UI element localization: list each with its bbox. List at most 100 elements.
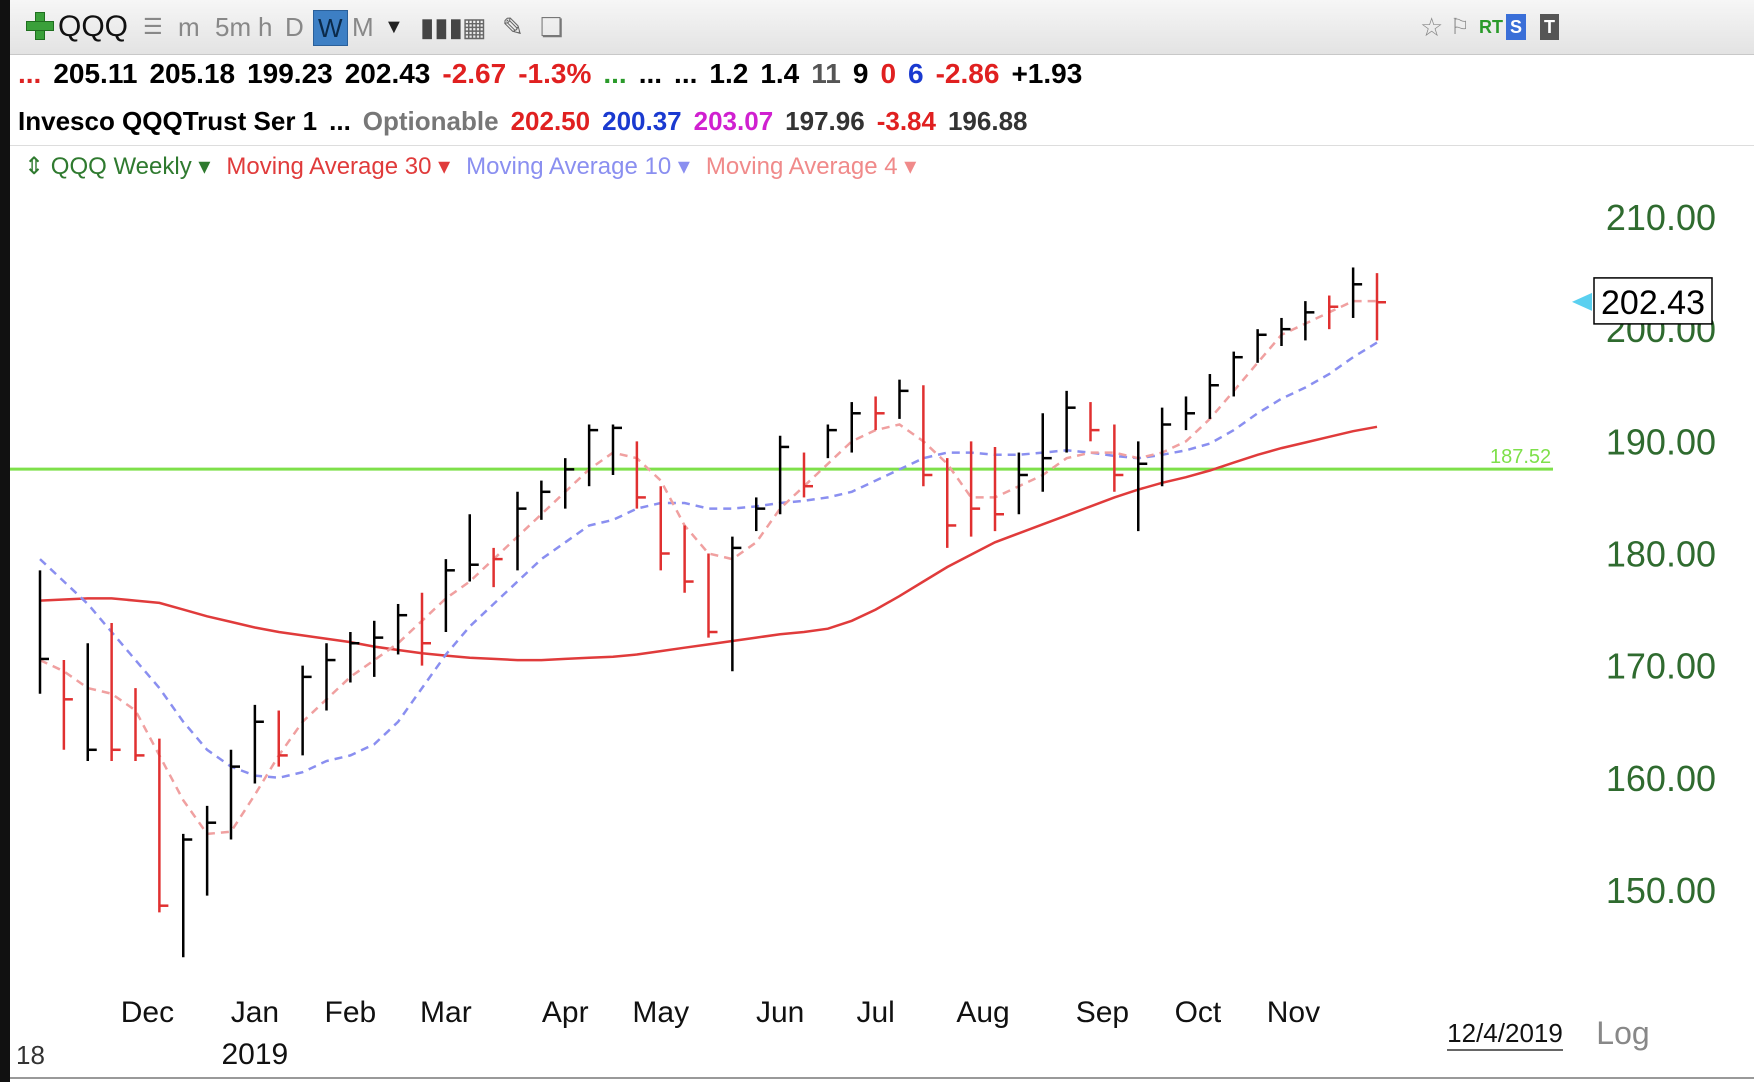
- y-tick-label: 210.00: [1606, 197, 1716, 238]
- ohlc-bar: [420, 592, 431, 666]
- x-tick-label: Nov: [1267, 996, 1320, 1029]
- horizontal-level-label: 187.52: [1490, 446, 1551, 468]
- timeframe-m[interactable]: m: [178, 12, 200, 42]
- grid-icon[interactable]: ▦: [462, 12, 487, 42]
- s-badge[interactable]: S: [1506, 14, 1527, 40]
- ohlc-bar: [158, 738, 169, 913]
- legend-item-3[interactable]: Moving Average 4 ▾: [705, 153, 917, 180]
- quote-value-16: -2.86: [935, 58, 1000, 89]
- quote-value-7: ...: [603, 58, 627, 89]
- x-tick-label: Apr: [542, 996, 589, 1029]
- ohlc-bar: [1375, 273, 1386, 341]
- quote-detail-0: Invesco QQQTrust Ser 1: [18, 106, 318, 136]
- ohlc-bar: [1280, 317, 1291, 346]
- y-tick-label: 160.00: [1606, 758, 1716, 799]
- flag-icon[interactable]: ⚐: [1450, 14, 1470, 39]
- last-price-marker: [1572, 292, 1592, 311]
- bar-style-icon[interactable]: ▮▮▮: [420, 12, 463, 42]
- ohlc-bar: [898, 379, 909, 419]
- ohlc-bar: [62, 660, 73, 750]
- ohlc-bar: [1232, 351, 1243, 397]
- ohlc-bar: [1065, 390, 1076, 453]
- pencil-icon[interactable]: ✎: [502, 12, 524, 42]
- add-symbol-icon[interactable]: [26, 12, 54, 40]
- ohlc-bar: [182, 833, 193, 958]
- ohlc-bar: [540, 480, 551, 520]
- y-tick-label: 190.00: [1606, 421, 1716, 462]
- window-left-edge: [0, 0, 10, 1082]
- ohlc-bar: [993, 446, 1004, 532]
- ohlc-bar: [826, 424, 837, 459]
- ohlc-bar: [205, 805, 217, 896]
- ohlc-bar: [349, 632, 360, 683]
- rt-badge[interactable]: RT: [1479, 17, 1503, 37]
- quote-value-9: ...: [674, 58, 698, 89]
- quote-row-details: Invesco QQQTrust Ser 1... Optionable 202.5…: [18, 106, 1040, 137]
- list-icon[interactable]: ☰: [143, 14, 163, 39]
- ohlc-bar: [802, 452, 813, 498]
- quote-detail-7: -3.84: [876, 106, 936, 136]
- ohlc-bar: [1089, 402, 1100, 442]
- quote-value-15: 6: [908, 58, 924, 89]
- ohlc-bar: [277, 710, 288, 767]
- ohlc-bar: [468, 514, 479, 582]
- ohlc-bar: [922, 385, 933, 487]
- ohlc-bar: [707, 553, 718, 638]
- timeframe-m-monthly[interactable]: M: [352, 12, 374, 42]
- legend-item-0[interactable]: ⇕ QQQ Weekly ▾: [24, 153, 211, 180]
- ma30-line: [39, 425, 1378, 662]
- ohlc-bar: [373, 620, 384, 677]
- x-tick-label: Dec: [121, 996, 174, 1029]
- x-tick-label: May: [632, 996, 689, 1029]
- quote-value-0: ...: [18, 58, 42, 89]
- symbol-label[interactable]: QQQ: [58, 10, 129, 43]
- quote-value-11: 1.4: [760, 58, 800, 89]
- x-tick-label: Sep: [1076, 996, 1129, 1029]
- star-icon[interactable]: ☆: [1420, 12, 1444, 42]
- x-tick-label: Jan: [231, 996, 279, 1029]
- timeframe-w[interactable]: W: [313, 10, 348, 46]
- quote-detail-4: 200.37: [602, 106, 682, 136]
- quote-row-prices: ... 205.11 205.18 199.23 202.43 -2.67 -1.3%...…: [18, 58, 1094, 90]
- quote-value-14: 0: [880, 58, 897, 89]
- quote-value-5: -2.67: [442, 58, 507, 89]
- timeframe-h[interactable]: h: [258, 12, 273, 42]
- quote-value-4: 202.43: [344, 58, 431, 89]
- last-price-box: [1593, 277, 1713, 325]
- chart-toolbar: QQQ ☰ m 5m h D W M ▼ ▮▮▮ ▦ ✎ ❏ ☆ ⚐ RT S …: [10, 0, 1754, 55]
- quote-value-17: +1.93: [1011, 58, 1083, 89]
- ohlc-bar: [1304, 301, 1315, 341]
- timeframe-d[interactable]: D: [285, 12, 304, 42]
- quote-detail-3: 202.50: [510, 106, 591, 136]
- cursor-date-label: 12/4/2019: [1447, 1018, 1563, 1048]
- quote-value-12: 11: [811, 58, 841, 89]
- ohlc-bar: [1041, 413, 1052, 492]
- timeframe-5m[interactable]: 5m: [215, 12, 252, 42]
- quote-detail-1: ...: [329, 106, 351, 136]
- quote-detail-2: Optionable: [362, 106, 499, 136]
- legend-item-2[interactable]: Moving Average 10 ▾: [466, 153, 690, 180]
- note-icon[interactable]: ❏: [540, 12, 564, 42]
- timeframe-dropdown-icon[interactable]: ▼: [384, 16, 404, 38]
- x-left-label: 18: [16, 1040, 45, 1070]
- ohlc-bar: [969, 441, 981, 537]
- last-price-label: 202.43: [1601, 284, 1705, 322]
- quote-value-10: 1.2: [709, 58, 749, 89]
- quote-detail-6: 197.96: [785, 106, 865, 136]
- t-badge[interactable]: T: [1540, 14, 1559, 40]
- legend-item-1[interactable]: Moving Average 30 ▾: [226, 153, 451, 180]
- ohlc-bar: [587, 424, 599, 487]
- ohlc-bar: [38, 570, 49, 694]
- ohlc-bar: [1328, 295, 1339, 330]
- x-tick-label: Jul: [856, 996, 894, 1029]
- log-toggle[interactable]: Log: [1596, 1015, 1649, 1051]
- x-tick-label: Aug: [956, 996, 1009, 1029]
- x-tick-label: Jun: [756, 996, 804, 1029]
- x-year-label: 2019: [222, 1038, 289, 1071]
- ohlc-bar: [229, 749, 240, 840]
- ohlc-bar: [1184, 396, 1195, 431]
- ohlc-bar: [611, 424, 622, 475]
- y-tick-label: 180.00: [1606, 534, 1716, 575]
